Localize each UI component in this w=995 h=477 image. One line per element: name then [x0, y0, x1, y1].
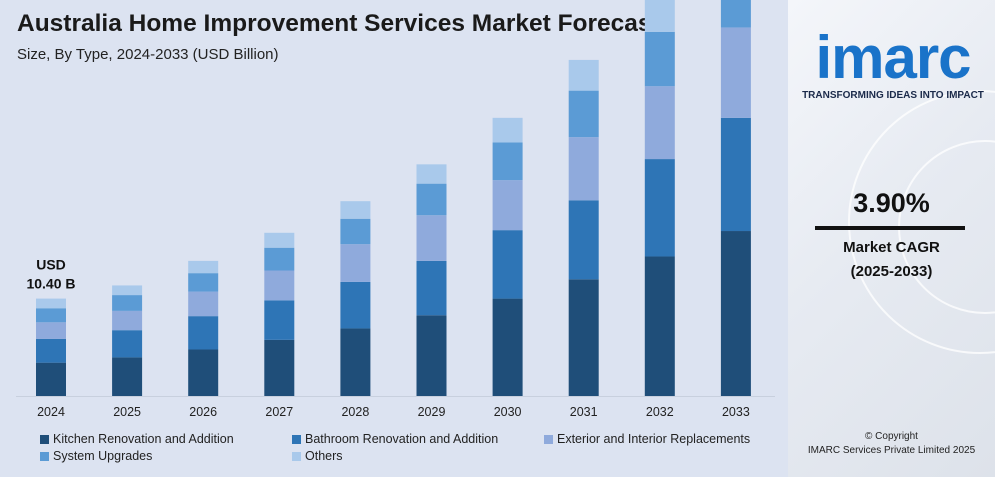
legend-label: System Upgrades: [53, 449, 153, 463]
bar-segment: [264, 270, 295, 301]
bar-segment: [188, 316, 219, 350]
bar-segment: [492, 230, 523, 299]
bar-segment: [568, 90, 599, 138]
bar-segment: [416, 215, 447, 261]
x-tick-label: 2026: [189, 405, 217, 419]
legend-swatch: [40, 434, 49, 444]
bar-segment: [264, 232, 295, 248]
bar-segment: [36, 362, 66, 396]
bar-segment: [36, 322, 66, 339]
bar-segment: [188, 349, 219, 396]
legend-label: Kitchen Renovation and Addition: [53, 432, 234, 446]
bar-segment: [568, 200, 599, 280]
bar-segment: [188, 260, 219, 274]
bar-segment: [36, 338, 66, 363]
bar-segment: [568, 137, 599, 201]
bar-segment: [112, 295, 143, 311]
chart-panel: Australia Home Improvement Services Mark…: [0, 0, 788, 477]
bar-segment: [264, 300, 295, 340]
cagr-divider: [815, 226, 965, 230]
x-tick-label: 2033: [722, 405, 750, 419]
bar-segment: [644, 86, 675, 160]
bar-segment: [720, 27, 751, 118]
bar-segment: [264, 247, 295, 271]
bar-segment: [492, 298, 523, 396]
bar-segment: [720, 0, 751, 28]
legend-item: Bathroom Renovation and Addition: [292, 432, 498, 446]
x-tick-label: 2030: [494, 405, 522, 419]
bar-segment: [416, 315, 447, 396]
bar-segment: [568, 59, 599, 91]
legend-item: Exterior and Interior Replacements: [544, 432, 750, 446]
cagr-value: 3.90%: [853, 188, 930, 218]
bar-segment: [492, 180, 523, 231]
chart-subtitle: Size, By Type, 2024-2033 (USD Billion): [17, 46, 279, 63]
bar-segment: [36, 308, 66, 323]
bar-segment: [492, 117, 523, 143]
x-tick-label: 2024: [37, 405, 65, 419]
copyright-line-1: © Copyright: [865, 431, 918, 442]
bar-segment: [188, 291, 219, 317]
brand-tagline: TRANSFORMING IDEAS INTO IMPACT: [802, 90, 984, 101]
bar-segment: [112, 285, 143, 296]
bar-segment: [340, 281, 371, 329]
bar-segment: [264, 339, 295, 396]
bar-segment: [340, 328, 371, 396]
x-tick-label: 2031: [570, 405, 598, 419]
bar-segment: [112, 330, 143, 358]
bar-segment: [36, 298, 66, 309]
bar-segment: [416, 164, 447, 184]
bar-segment: [644, 0, 675, 32]
sidebar-panel: imarc TRANSFORMING IDEAS INTO IMPACT 3.9…: [788, 0, 995, 477]
x-tick-label: 2027: [265, 405, 293, 419]
bar-segment: [492, 142, 523, 181]
total-annotation-label: USD: [36, 257, 66, 273]
bar-segment: [568, 279, 599, 396]
bar-segment: [188, 273, 219, 292]
legend-swatch: [292, 434, 301, 444]
bar-segment: [340, 201, 371, 219]
stacked-bar-chart: 2024 2025 2026 2027 2028 2029 2030 2031 2032 2033…: [16, 0, 775, 419]
cagr-period: (2025-2033): [850, 263, 933, 280]
copyright-line-2: IMARC Services Private Limited 2025: [807, 445, 976, 456]
legend-item: Others: [292, 449, 343, 463]
legend-item: System Upgrades: [40, 449, 152, 463]
legend-swatch: [544, 434, 553, 444]
x-tick-label: 2028: [341, 405, 369, 419]
bar-segment: [340, 218, 371, 245]
bar-segment: [416, 260, 447, 316]
imarc-logo: imarc: [815, 24, 971, 91]
x-tick-label: 2029: [418, 405, 446, 419]
legend-label: Others: [305, 449, 343, 463]
chart-title: Australia Home Improvement Services Mark…: [17, 10, 660, 37]
legend-swatch: [292, 451, 301, 461]
bar-segment: [720, 231, 751, 396]
x-tick-label: 2025: [113, 405, 141, 419]
total-annotation-value: 10.40 B: [26, 276, 75, 292]
bar-segment: [720, 117, 751, 232]
bar-segment: [644, 256, 675, 396]
legend-item: Kitchen Renovation and Addition: [40, 432, 234, 446]
brand-block: imarc TRANSFORMING IDEAS INTO IMPACT: [798, 24, 988, 102]
bar-segment: [112, 310, 143, 331]
bar-segment: [340, 244, 371, 282]
bar-segment: [644, 31, 675, 87]
cagr-label: Market CAGR: [843, 239, 940, 256]
bar-segment: [416, 183, 447, 216]
bar-segment: [112, 357, 143, 396]
legend-label: Bathroom Renovation and Addition: [305, 432, 499, 446]
legend-label: Exterior and Interior Replacements: [557, 432, 751, 446]
x-tick-label: 2032: [646, 405, 674, 419]
bar-segment: [644, 159, 675, 257]
legend-swatch: [40, 451, 49, 461]
